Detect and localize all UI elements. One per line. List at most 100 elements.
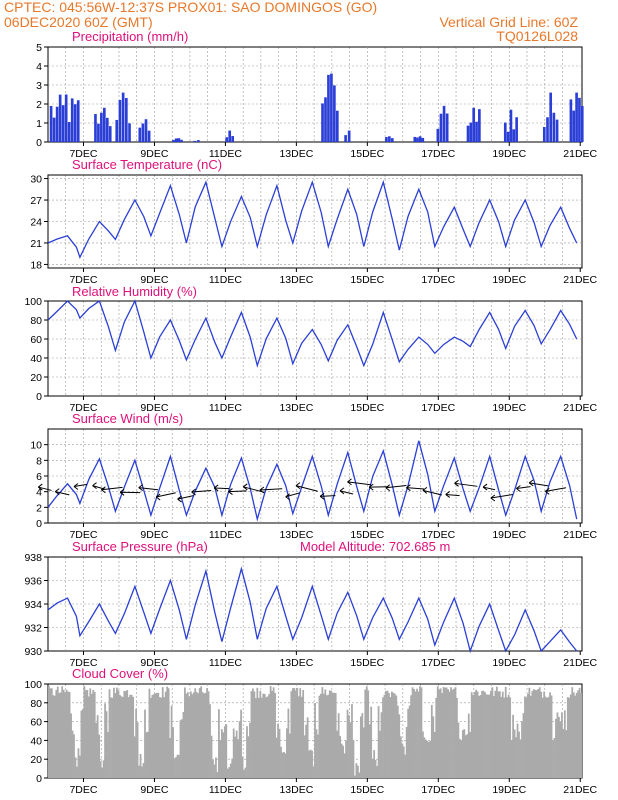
x-tick-label: 15DEC	[350, 402, 384, 414]
x-tick-label: 9DEC	[140, 657, 168, 669]
cloud-bar	[537, 689, 540, 778]
precip-bar	[324, 97, 327, 142]
x-tick-label: 15DEC	[350, 657, 384, 669]
series-line	[47, 440, 578, 522]
x-tick-label: 13DEC	[279, 402, 313, 414]
cloud-bar	[337, 713, 340, 778]
x-tick-label: 11DEC	[209, 148, 242, 160]
x-tick-label: 9DEC	[140, 784, 168, 796]
precip-bar	[108, 126, 112, 142]
y-tick-label: 20	[30, 372, 42, 384]
cloud-bar	[110, 697, 112, 778]
x-tick-label: 17DEC	[421, 784, 455, 796]
cloud-bar	[240, 709, 242, 778]
cloud-bar	[68, 691, 71, 778]
cloud-bar	[170, 705, 173, 778]
y-tick-label: 27	[30, 195, 42, 207]
cloud-bar	[399, 736, 402, 778]
cloud-bar	[58, 693, 61, 778]
y-tick-label: 6	[36, 471, 42, 483]
cloud-bar	[288, 733, 291, 778]
cloud-bar	[302, 689, 305, 778]
cloud-bar	[365, 686, 368, 778]
cloud-bar	[257, 697, 260, 778]
cloud-bar	[246, 726, 248, 778]
precip-bar	[124, 97, 128, 142]
series-line	[47, 179, 578, 259]
cloud-bar	[93, 692, 96, 778]
cloud-bar	[312, 766, 315, 778]
cloud-bar	[157, 692, 160, 778]
header-model-code: TQ0126L028	[496, 28, 578, 44]
cloud-bar	[559, 721, 562, 778]
y-tick-label: 24	[30, 217, 42, 229]
x-tick-label: 15DEC	[350, 274, 384, 286]
cloud-bar	[328, 690, 331, 778]
x-tick-label: 19DEC	[492, 148, 526, 160]
wind-arrow	[38, 486, 52, 491]
cloud-bar	[322, 693, 325, 778]
cloud-bar	[206, 688, 208, 778]
precip-bar	[413, 136, 417, 142]
wind-arrow	[73, 483, 88, 487]
cloud-bar	[53, 695, 56, 778]
cloud-bar	[527, 693, 529, 778]
precip-bar	[388, 136, 391, 142]
panel-title: Precipitation (mm/h)	[72, 29, 188, 44]
cloud-bar	[121, 697, 124, 778]
precip-bar	[321, 103, 324, 142]
precip-bar	[509, 109, 513, 142]
cloud-bar	[198, 688, 201, 778]
panel-0: 0 1 2 3 4 5 7DEC 9DEC 11DEC 13DEC 15DEC 17DEC 19DEC 2…	[36, 29, 597, 160]
cloud-bar	[419, 686, 421, 778]
cloud-bar	[461, 730, 464, 778]
cloud-bar	[393, 693, 396, 778]
cloud-bar	[296, 687, 299, 778]
cloud-bar	[238, 721, 241, 778]
y-tick-label: 0	[36, 518, 42, 530]
panel-title: Surface Temperature (nC)	[72, 157, 222, 172]
cloud-bar	[249, 722, 251, 778]
precip-bar	[64, 94, 68, 142]
cloud-bar	[76, 766, 78, 778]
precip-bar	[572, 110, 576, 142]
wind-arrow-head	[445, 491, 451, 498]
cloud-bar	[96, 715, 99, 778]
cloud-bar	[163, 697, 166, 778]
cloud-bar	[380, 712, 383, 778]
cloud-bar	[423, 737, 426, 778]
cloud-bar	[355, 763, 358, 778]
cloud-bar	[473, 691, 476, 778]
cloud-bar	[541, 697, 544, 778]
cloud-bar	[555, 718, 557, 778]
precip-bar	[330, 73, 333, 142]
cloud-bar	[95, 722, 98, 778]
cloud-bar	[74, 757, 77, 778]
x-tick-label: 7DEC	[69, 657, 97, 669]
cloud-bar	[460, 740, 463, 778]
precip-bar	[436, 128, 440, 142]
cloud-bar	[395, 695, 398, 778]
wind-arrow-head	[339, 487, 345, 495]
panel-frame	[47, 46, 583, 143]
cloud-bar	[487, 694, 489, 778]
cloud-bar	[136, 722, 139, 778]
x-tick-label: 15DEC	[350, 784, 384, 796]
cloud-bar	[342, 745, 344, 778]
cloud-bar	[167, 688, 170, 778]
cloud-bar	[164, 691, 167, 778]
cloud-bar	[351, 704, 353, 778]
cloud-bar	[148, 688, 151, 778]
x-tick-label: 19DEC	[492, 657, 526, 669]
wind-arrow	[516, 486, 531, 489]
cloud-bar	[374, 759, 377, 778]
wind-arrow-head	[482, 483, 488, 491]
cloud-bar	[173, 758, 176, 778]
cloud-bar	[252, 688, 254, 778]
cloud-bar	[104, 703, 106, 778]
precip-bar	[472, 107, 476, 142]
cloud-bar	[396, 705, 399, 778]
cloud-bar	[178, 754, 180, 778]
wind-arrow	[339, 490, 354, 495]
cloud-bar	[402, 746, 405, 778]
